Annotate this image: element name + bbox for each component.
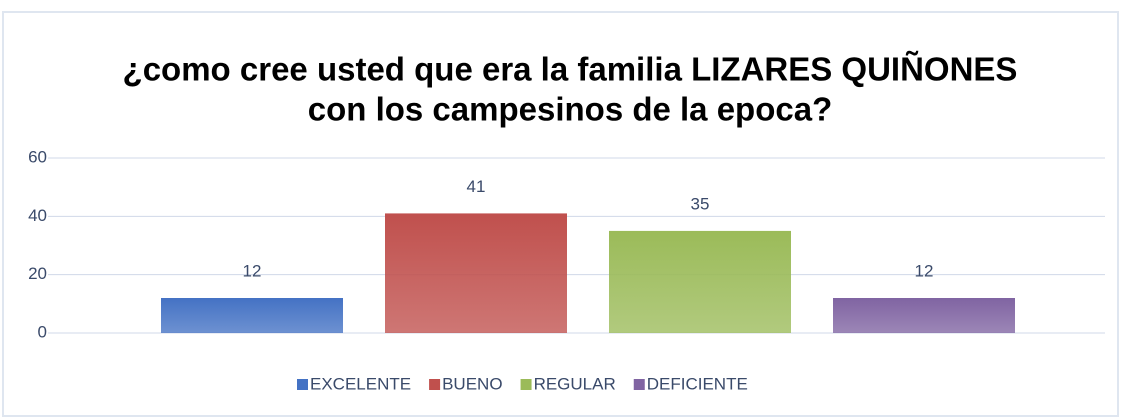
legend-label: DEFICIENTE — [647, 374, 748, 393]
legend-label: BUENO — [442, 374, 502, 393]
y-tick-label: 40 — [28, 206, 47, 225]
bar — [385, 213, 567, 333]
y-tick-label: 20 — [28, 264, 47, 283]
bar — [609, 230, 791, 333]
legend-swatch — [633, 379, 645, 390]
bar — [161, 298, 343, 333]
chart-title: ¿como cree usted que era la familia LIZA… — [123, 51, 1018, 88]
y-tick-label: 60 — [28, 147, 47, 166]
legend-swatch — [297, 379, 308, 390]
y-tick-label: 0 — [38, 322, 47, 341]
legend-label: REGULAR — [534, 374, 616, 393]
data-label: 12 — [915, 261, 934, 280]
legend-label: EXCELENTE — [310, 374, 411, 393]
data-label: 12 — [243, 261, 262, 280]
chart-title: con los campesinos de la epoca? — [308, 91, 833, 128]
legend-swatch — [429, 379, 441, 390]
bar — [833, 298, 1015, 333]
data-label: 41 — [467, 177, 486, 196]
legend-swatch — [520, 379, 532, 390]
data-label: 35 — [691, 194, 710, 213]
